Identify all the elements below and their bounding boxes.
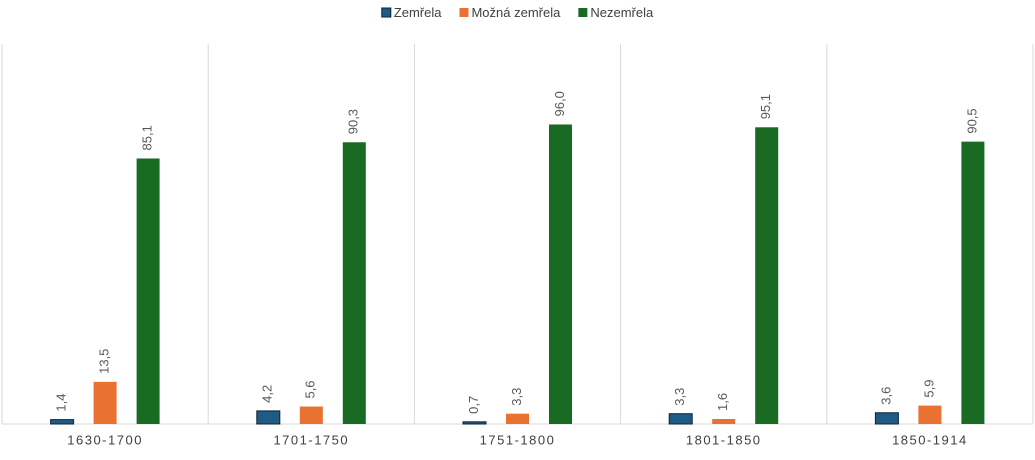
legend-swatch — [578, 8, 588, 17]
data-label: 1,6 — [715, 393, 730, 411]
bar — [299, 406, 323, 424]
data-label: 90,3 — [346, 109, 361, 134]
data-label: 3,3 — [672, 388, 687, 406]
bar — [668, 413, 693, 425]
bar — [50, 419, 75, 425]
bar — [256, 410, 281, 425]
bar — [755, 127, 779, 425]
legend-label: Nezemřela — [590, 5, 654, 20]
bar — [712, 419, 736, 424]
legend: Zemřela Možná zemřela Nezemřela — [381, 5, 654, 20]
data-label: 96,0 — [552, 91, 567, 116]
x-tick-label: 1701-1750 — [273, 432, 349, 447]
data-label: 1,4 — [54, 394, 69, 412]
bar — [506, 413, 529, 424]
data-label: 0,7 — [466, 396, 481, 414]
legend-label: Zemřela — [394, 5, 442, 20]
bar — [874, 412, 899, 425]
bar — [918, 405, 942, 424]
x-tick-label: 1850-1914 — [892, 432, 968, 447]
data-label: 4,2 — [260, 385, 275, 403]
legend-swatch — [459, 8, 469, 17]
legend-swatch — [381, 7, 392, 18]
data-label: 90,5 — [964, 108, 979, 133]
data-label: 13,5 — [97, 349, 112, 374]
bar — [549, 124, 572, 424]
data-label: 5,9 — [921, 380, 936, 398]
data-label: 5,6 — [303, 380, 318, 398]
legend-label: Možná zemřela — [471, 5, 561, 20]
x-tick-label: 1630-1700 — [67, 432, 143, 447]
data-label: 3,6 — [878, 387, 893, 405]
data-label: 85,1 — [140, 125, 155, 150]
x-tick-label: 1801-1850 — [686, 432, 762, 447]
bar — [136, 158, 160, 424]
bar — [93, 381, 117, 424]
data-label: 3,3 — [509, 388, 524, 406]
bar — [342, 142, 366, 424]
data-label: 95,1 — [758, 94, 773, 119]
bar — [462, 421, 487, 425]
bar — [961, 141, 985, 424]
x-tick-label: 1751-1800 — [480, 432, 556, 447]
